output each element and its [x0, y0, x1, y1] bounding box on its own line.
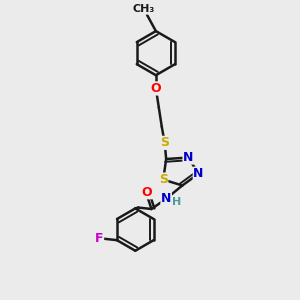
Text: H: H [172, 197, 181, 207]
Text: S: S [160, 136, 169, 149]
Text: N: N [193, 167, 204, 180]
Text: S: S [159, 173, 168, 186]
Text: F: F [95, 232, 103, 245]
Text: CH₃: CH₃ [132, 4, 155, 14]
Text: O: O [151, 82, 161, 95]
Text: O: O [142, 186, 152, 199]
Text: N: N [183, 151, 194, 164]
Text: N: N [161, 192, 171, 205]
